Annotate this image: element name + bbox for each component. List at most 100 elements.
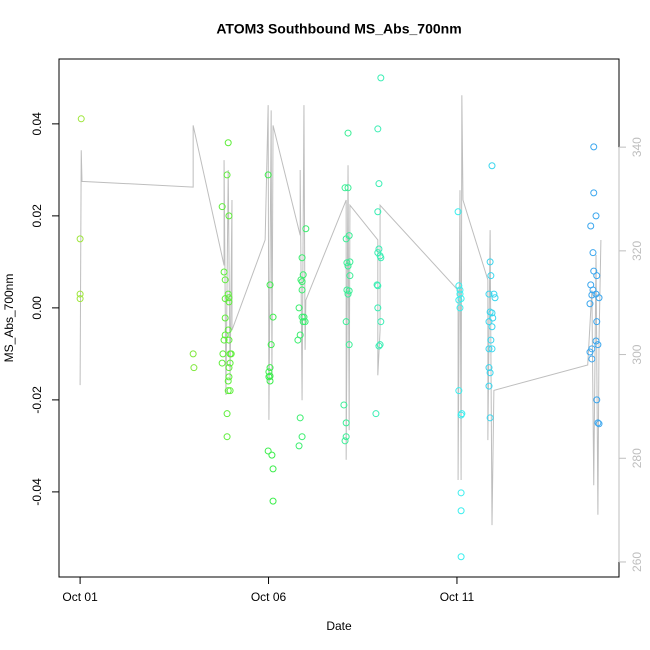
point [224, 387, 232, 395]
point [269, 497, 277, 505]
point [76, 295, 84, 303]
point [225, 212, 233, 220]
point [454, 208, 462, 216]
point [487, 336, 495, 344]
point [219, 350, 227, 358]
point [457, 489, 465, 497]
point [340, 401, 348, 409]
point [298, 254, 306, 262]
point [266, 281, 274, 289]
point [486, 369, 494, 377]
y2-tick-label: 280 [630, 448, 644, 468]
point [375, 245, 383, 253]
point [374, 282, 382, 290]
point [344, 290, 352, 298]
point [488, 323, 496, 331]
point [486, 414, 494, 422]
point [456, 290, 464, 298]
point [377, 74, 385, 82]
point [595, 420, 603, 428]
point [341, 184, 349, 192]
point [225, 364, 233, 372]
y-axis-label: MS_Abs_700nm [2, 274, 16, 363]
point [298, 433, 306, 441]
point [588, 291, 596, 299]
point [375, 180, 383, 188]
point [486, 258, 494, 266]
point [225, 298, 233, 306]
chart-title: ATOM3 Southbound MS_Abs_700nm [216, 21, 461, 37]
point [595, 294, 603, 302]
point [221, 276, 229, 284]
point [223, 171, 231, 179]
point [264, 447, 272, 455]
point [226, 359, 234, 367]
y2-tick-label: 260 [630, 552, 644, 572]
point [341, 437, 349, 445]
point [489, 314, 497, 322]
point [589, 249, 597, 257]
point [220, 268, 228, 276]
point [296, 414, 304, 422]
point [455, 387, 463, 395]
point [594, 341, 602, 349]
point [76, 290, 84, 298]
point [344, 129, 352, 137]
point [457, 295, 465, 303]
point [377, 254, 385, 262]
point [76, 235, 84, 243]
point [342, 419, 350, 427]
y2-tick-label: 340 [630, 137, 644, 157]
point [345, 341, 353, 349]
point [374, 125, 382, 133]
point [299, 271, 307, 279]
point [377, 318, 385, 326]
point [224, 139, 232, 147]
point [227, 350, 235, 358]
y-tick-label: -0.02 [30, 386, 44, 414]
point [296, 331, 304, 339]
point [586, 300, 594, 308]
point [376, 341, 384, 349]
point [225, 336, 233, 344]
point [295, 304, 303, 312]
point [592, 337, 600, 345]
point [345, 287, 353, 295]
point [224, 377, 232, 385]
point [298, 278, 306, 286]
point [266, 377, 274, 385]
point [590, 189, 598, 197]
point [372, 410, 380, 418]
point [225, 373, 233, 381]
point [299, 318, 307, 326]
point [346, 272, 354, 280]
point [487, 272, 495, 280]
point [374, 304, 382, 312]
point [266, 372, 274, 380]
x-tick-label: Oct 11 [440, 590, 475, 604]
point [218, 359, 226, 367]
point [373, 281, 381, 289]
point [224, 290, 232, 298]
plot-frame [58, 58, 620, 578]
x-tick-label: Oct 01 [62, 590, 98, 604]
point [455, 282, 463, 290]
point [488, 162, 496, 170]
point [226, 387, 234, 395]
point [593, 272, 601, 280]
point [457, 553, 465, 561]
point [344, 184, 352, 192]
point [344, 262, 352, 270]
point [343, 259, 351, 267]
y2-tick-label: 320 [630, 241, 644, 261]
point [223, 433, 231, 441]
point [269, 465, 277, 473]
point [342, 318, 350, 326]
point [220, 336, 228, 344]
point [375, 342, 383, 350]
point [221, 331, 229, 339]
point [295, 442, 303, 450]
point [266, 364, 274, 372]
point [592, 212, 600, 220]
